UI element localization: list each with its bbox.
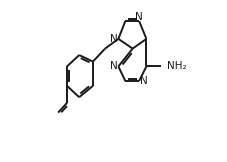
Text: N: N [139, 76, 147, 86]
Text: N: N [109, 61, 117, 71]
Text: N: N [135, 12, 142, 22]
Text: NH₂: NH₂ [166, 61, 186, 71]
Text: N: N [109, 34, 117, 44]
